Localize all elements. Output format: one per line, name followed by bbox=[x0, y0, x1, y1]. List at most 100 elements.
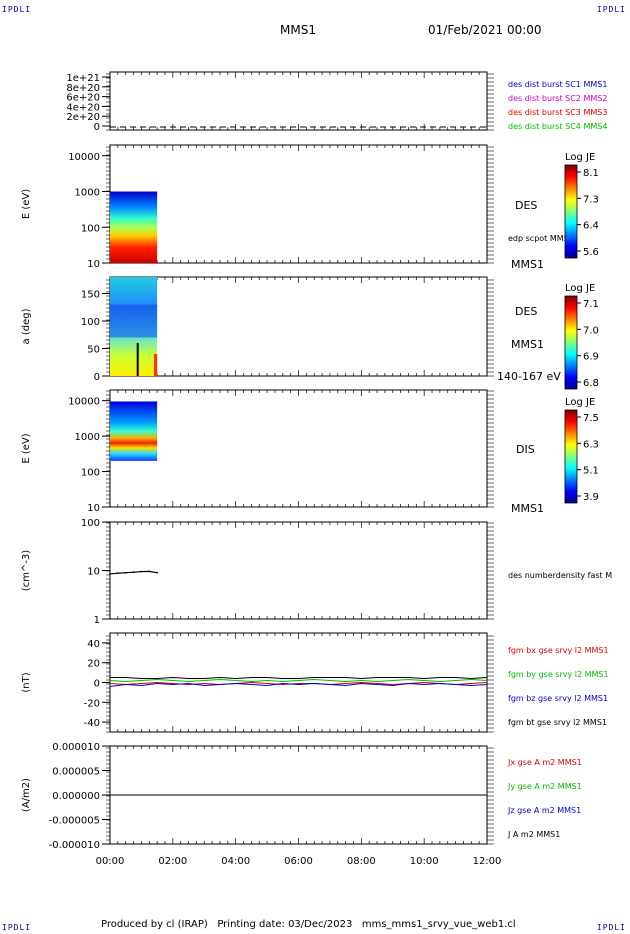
legend-entry: Jy gse A m2 MMS1 bbox=[507, 782, 582, 791]
y-axis-label: a (deg) bbox=[21, 308, 32, 344]
density-point bbox=[132, 571, 135, 574]
y-tick-label: 1 bbox=[94, 615, 100, 626]
legend-entry: J A m2 MMS1 bbox=[507, 830, 560, 839]
y-tick-label: 150 bbox=[81, 290, 100, 301]
colorbar-tick-label: 6.4 bbox=[583, 221, 599, 232]
colorbar bbox=[564, 409, 578, 504]
colorbar-tick-label: 5.1 bbox=[583, 466, 599, 477]
colorbar-label: Log JE bbox=[565, 152, 595, 163]
y-tick-label: 10000 bbox=[68, 152, 100, 163]
y-tick-label: 10 bbox=[87, 259, 100, 270]
bfield-line-1 bbox=[109, 679, 488, 683]
y-tick-label: 10 bbox=[87, 567, 100, 578]
legend-entry: Jx gse A m2 MMS1 bbox=[507, 758, 582, 767]
y-tick-label: 100 bbox=[81, 518, 100, 529]
y-tick-label: 0 bbox=[94, 679, 100, 690]
legend-entry: des numberdensity fast M bbox=[508, 571, 612, 580]
y-tick-label: 0.000010 bbox=[52, 742, 100, 753]
colorbar bbox=[564, 164, 578, 259]
bfield-line-3 bbox=[110, 677, 488, 680]
y-tick-label: -20 bbox=[84, 698, 100, 709]
y-axis-label: (cm^-3) bbox=[21, 550, 32, 591]
y-axis-label: (A/m2) bbox=[21, 778, 32, 812]
y-tick-label: -0.000010 bbox=[49, 840, 100, 851]
bfield-line-2 bbox=[109, 682, 488, 687]
panel-label: DES bbox=[515, 305, 537, 318]
colorbar-label: Log JE bbox=[565, 283, 595, 294]
panel-frame bbox=[109, 144, 488, 264]
y-tick-label: 10000 bbox=[68, 397, 100, 408]
colorbar-tick-label: 8.1 bbox=[583, 168, 599, 179]
corner-label-bottom-right: IPDLI bbox=[596, 923, 626, 932]
panels-group bbox=[102, 71, 494, 845]
legend-entry: fgm bz gse srvy l2 MMS1 bbox=[508, 694, 608, 703]
corner-label-top-right: IPDLI bbox=[596, 5, 626, 14]
y-tick-label: 8e+20 bbox=[66, 83, 100, 94]
time-tick-label: 12:00 bbox=[473, 856, 502, 867]
y-tick-label: 40 bbox=[87, 639, 100, 650]
colorbar-tick-label: 7.5 bbox=[583, 413, 599, 424]
y-tick-label: 4e+20 bbox=[66, 102, 100, 113]
time-tick-label: 00:00 bbox=[96, 856, 125, 867]
corner-label-bottom-left: IPDLI bbox=[2, 923, 32, 932]
colorbar bbox=[564, 295, 578, 390]
legend-entry: des dist burst SC4 MMS4 bbox=[508, 122, 607, 131]
y-tick-label: -0.000005 bbox=[49, 816, 100, 827]
pitch-gap bbox=[136, 343, 139, 376]
density-point bbox=[140, 570, 143, 573]
y-tick-label: 1e+21 bbox=[66, 73, 100, 84]
y-tick-label: 0 bbox=[94, 372, 100, 383]
pitch-hot-spot bbox=[153, 354, 158, 376]
y-tick-label: 0 bbox=[94, 122, 100, 133]
colorbar-tick-label: 6.9 bbox=[583, 352, 599, 363]
y-tick-label: 100 bbox=[81, 317, 100, 328]
y-axis-label: E (eV) bbox=[21, 433, 32, 463]
density-point bbox=[116, 572, 119, 575]
page-date: 01/Feb/2021 00:00 bbox=[428, 23, 542, 37]
panel-label: MMS1 bbox=[511, 502, 544, 515]
page-title: MMS1 bbox=[280, 23, 316, 37]
density-point bbox=[109, 573, 111, 575]
colorbar-tick-label: 5.6 bbox=[583, 247, 599, 258]
y-tick-label: 100 bbox=[81, 468, 100, 479]
y-tick-label: 0.000005 bbox=[52, 767, 100, 778]
panel-label: DES bbox=[515, 199, 537, 212]
time-tick-label: 02:00 bbox=[158, 856, 187, 867]
dis-energy-spectrogram bbox=[110, 401, 158, 461]
bfield-line-0 bbox=[109, 681, 488, 685]
panel-frame bbox=[109, 389, 488, 508]
legend-entry: des dist burst SC1 MMS1 bbox=[508, 80, 607, 89]
colorbar-tick-label: 3.9 bbox=[583, 492, 599, 503]
time-tick-label: 10:00 bbox=[410, 856, 439, 867]
panel-label: edp scpot MMS1 bbox=[508, 234, 574, 243]
y-tick-label: 0.000000 bbox=[52, 791, 100, 802]
colorbar-tick-label: 7.3 bbox=[583, 194, 599, 205]
y-tick-label: 50 bbox=[87, 345, 100, 356]
y-tick-label: 20 bbox=[87, 659, 100, 670]
colorbar-label: Log JE bbox=[565, 397, 595, 408]
legend-entry: fgm by gse srvy l2 MMS1 bbox=[508, 670, 609, 679]
density-point bbox=[148, 570, 151, 573]
panel-frame bbox=[109, 521, 488, 620]
panel-label: MMS1 bbox=[511, 258, 544, 271]
legend-entry: fgm bx gse srvy l2 MMS1 bbox=[508, 646, 609, 655]
y-tick-label: 1000 bbox=[75, 188, 100, 199]
panel-label: 140-167 eV bbox=[497, 370, 561, 383]
y-tick-label: 100 bbox=[81, 223, 100, 234]
y-tick-label: -40 bbox=[84, 718, 100, 729]
panel-label: DIS bbox=[516, 443, 535, 456]
time-tick-label: 04:00 bbox=[221, 856, 250, 867]
y-axis-label: E (eV) bbox=[21, 189, 32, 219]
corner-label-top-left: IPDLI bbox=[2, 5, 32, 14]
y-tick-label: 2e+20 bbox=[66, 112, 100, 123]
density-point bbox=[156, 571, 159, 574]
panel-label: MMS1 bbox=[511, 338, 544, 351]
time-tick-label: 08:00 bbox=[347, 856, 376, 867]
colorbar-tick-label: 6.8 bbox=[583, 378, 599, 389]
y-tick-label: 6e+20 bbox=[66, 93, 100, 104]
legend-entry: Jz gse A m2 MMS1 bbox=[507, 806, 581, 815]
legend-entry: des dist burst SC3 MMS3 bbox=[508, 108, 607, 117]
pitch-band bbox=[110, 304, 158, 338]
